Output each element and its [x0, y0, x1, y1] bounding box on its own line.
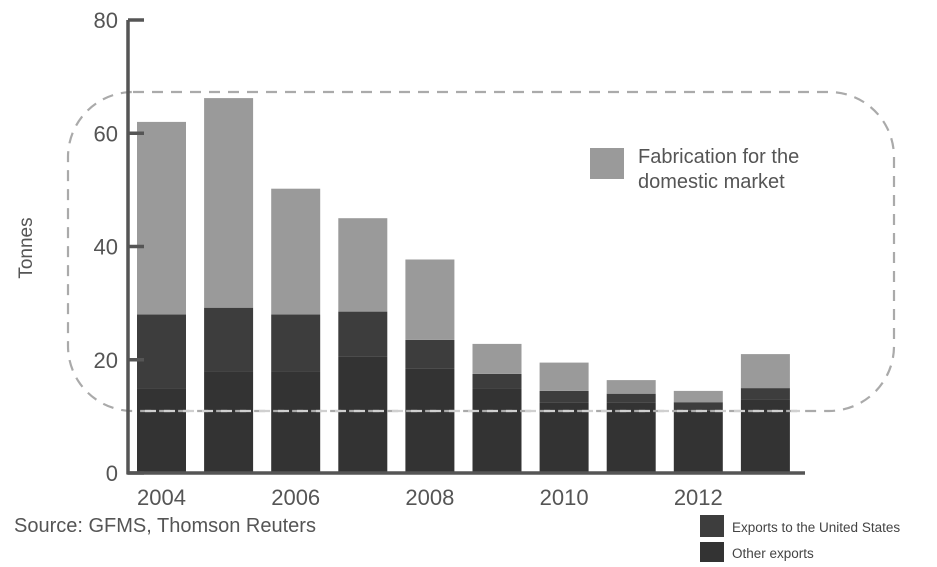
bar-2010-fabrication-for-the-domestic-market	[539, 362, 589, 391]
bar-2009-fabrication-for-the-domestic-market	[472, 343, 522, 374]
legend-swatch-us-exports	[700, 515, 724, 537]
bar-2004-exports-to-the-united-states	[137, 314, 186, 389]
bar-2005-fabrication-for-the-domestic-market	[204, 98, 254, 308]
bar-2011-exports-to-the-united-states	[606, 393, 656, 403]
x-tick-label-2012: 2012	[674, 485, 723, 510]
bar-2012-exports-to-the-united-states	[673, 402, 723, 411]
bar-2009-exports-to-the-united-states	[472, 373, 522, 389]
bar-2013-exports-to-the-united-states	[740, 388, 790, 400]
x-tick-label-2008: 2008	[405, 485, 454, 510]
y-tick-label-0: 0	[106, 461, 118, 486]
bar-2007-other-exports	[338, 356, 388, 473]
bar-2007-fabrication-for-the-domestic-market	[338, 218, 388, 312]
bar-2005-other-exports	[204, 371, 254, 473]
bar-2006-exports-to-the-united-states	[271, 314, 321, 372]
bars-group	[137, 98, 790, 473]
bar-2007-exports-to-the-united-states	[338, 311, 388, 357]
bar-2012-fabrication-for-the-domestic-market	[673, 390, 723, 403]
bar-2010-other-exports	[539, 402, 589, 473]
bar-2004-fabrication-for-the-domestic-market	[137, 121, 186, 315]
highlight-dashed-box	[66, 90, 896, 413]
x-ticks-group: 2004 2006 2008 2010 2012	[137, 485, 723, 510]
bar-2013-fabrication-for-the-domestic-market	[740, 354, 790, 389]
bar-2008-other-exports	[405, 368, 455, 473]
bar-2011-fabrication-for-the-domestic-market	[606, 380, 656, 394]
y-tick-label-40: 40	[94, 235, 118, 260]
x-tick-label-2010: 2010	[540, 485, 589, 510]
bar-2012-other-exports	[673, 410, 723, 473]
bar-2004-other-exports	[137, 388, 186, 473]
source-note: Source: GFMS, Thomson Reuters	[14, 515, 316, 537]
y-ticks-group: 0 20 40 60 80	[94, 8, 144, 486]
y-tick-label-60: 60	[94, 121, 118, 146]
highlight-box-group	[66, 90, 896, 413]
legend-label-domestic-line1: Fabrication for the	[638, 146, 799, 168]
legend-label-other-exports: Other exports	[732, 546, 814, 561]
legend-label-us-exports: Exports to the United States	[732, 520, 900, 535]
bar-2006-other-exports	[271, 371, 321, 473]
y-tick-label-80: 80	[94, 8, 118, 33]
y-axis-label: Tonnes	[16, 217, 37, 278]
bar-2010-exports-to-the-united-states	[539, 390, 589, 403]
bar-2005-exports-to-the-united-states	[204, 307, 254, 372]
legend-label-domestic-line2: domestic market	[638, 171, 785, 193]
legend-swatch-other-exports	[700, 542, 724, 562]
legend-swatch-domestic	[590, 148, 624, 179]
x-tick-label-2004: 2004	[137, 485, 186, 510]
y-tick-label-20: 20	[94, 348, 118, 373]
bar-2009-other-exports	[472, 388, 522, 473]
bar-2008-fabrication-for-the-domestic-market	[405, 259, 455, 340]
bar-2008-exports-to-the-united-states	[405, 339, 455, 369]
bar-2011-other-exports	[606, 402, 656, 473]
bar-2006-fabrication-for-the-domestic-market	[271, 188, 321, 315]
x-tick-label-2006: 2006	[271, 485, 320, 510]
